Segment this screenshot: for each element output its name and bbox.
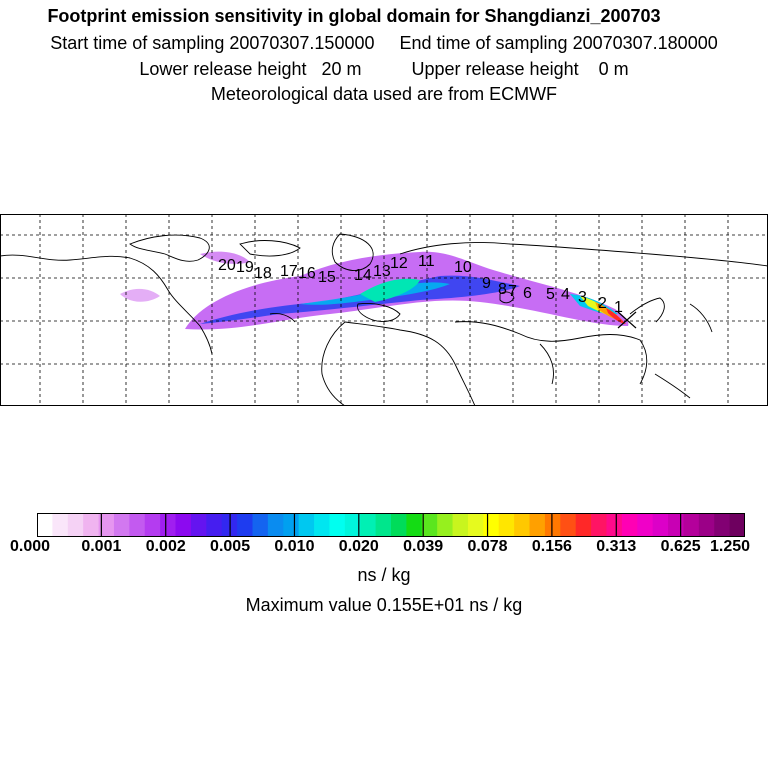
colorbar-swatch <box>514 513 531 537</box>
colorbar-tick-label: 0.078 <box>467 538 508 555</box>
release-height-line: Lower release height 20 m Upper release … <box>139 59 629 79</box>
coastlines <box>0 233 768 406</box>
day-label-12: 12 <box>390 255 408 272</box>
sensitivity-plume <box>120 251 629 330</box>
colorbar-swatch <box>637 513 654 537</box>
colorbar-swatch <box>252 513 269 537</box>
day-label-11: 11 <box>418 253 435 270</box>
colorbar <box>37 513 745 537</box>
colorbar-swatch <box>52 513 69 537</box>
colorbar-swatch <box>175 513 192 537</box>
day-label-13: 13 <box>373 263 391 280</box>
day-label-17: 17 <box>280 263 298 280</box>
colorbar-swatch <box>452 513 469 537</box>
colorbar-swatch <box>129 513 146 537</box>
colorbar-swatch <box>283 513 300 537</box>
colorbar-swatch <box>267 513 284 537</box>
colorbar-swatch <box>668 513 684 537</box>
colorbar-tick-label: 0.625 <box>660 538 701 555</box>
sampling-time-line: Start time of sampling 20070307.150000 E… <box>50 33 718 53</box>
day-label-20: 20 <box>218 257 236 274</box>
colorbar-swatch <box>237 513 253 537</box>
colorbar-swatch <box>190 513 207 537</box>
day-label-15: 15 <box>318 269 336 286</box>
colorbar-swatch <box>360 513 377 537</box>
colorbar-tick-label: 0.010 <box>274 538 315 555</box>
colorbar-swatch <box>483 513 500 537</box>
day-label-6: 6 <box>523 285 532 302</box>
colorbar-swatch <box>67 513 84 537</box>
x-marker-icon <box>617 311 637 329</box>
colorbar-tick-label: 0.000 <box>9 538 51 555</box>
colorbar-swatch <box>421 513 438 537</box>
day-label-1: 1 <box>614 299 623 316</box>
colorbar-swatch <box>37 513 53 537</box>
colorbar-swatch <box>206 513 223 537</box>
colorbar-swatch <box>391 513 407 537</box>
day-label-9: 9 <box>482 275 491 292</box>
day-label-10: 10 <box>454 259 472 276</box>
colorbar-swatch <box>160 513 177 537</box>
colorbar-tick-label: 0.156 <box>531 538 572 555</box>
colorbar-unit-label: ns / kg <box>357 565 411 585</box>
day-label-19: 19 <box>236 259 254 276</box>
colorbar-swatch <box>298 513 315 537</box>
colorbar-swatch <box>575 513 592 537</box>
colorbar-swatch <box>467 513 484 537</box>
colorbar-swatch <box>144 513 161 537</box>
colorbar-tick-label: 0.005 <box>210 538 251 555</box>
colorbar-swatch <box>98 513 115 537</box>
colorbar-swatch <box>83 513 100 537</box>
colorbar-tick-label: 0.039 <box>403 538 444 555</box>
maximum-value-text: Maximum value 0.155E+01 ns / kg <box>245 595 523 615</box>
day-label-18: 18 <box>254 265 272 282</box>
colorbar-tick-label: 1.250 <box>709 538 751 555</box>
colorbar-swatch <box>375 513 392 537</box>
colorbar-tick-label: 0.001 <box>81 538 122 555</box>
colorbar-swatch <box>437 513 454 537</box>
colorbar-swatch <box>621 513 638 537</box>
day-label-8: 8 <box>498 281 507 298</box>
day-label-2: 2 <box>598 295 607 312</box>
colorbar-swatch <box>498 513 515 537</box>
colorbar-swatch <box>714 513 731 537</box>
footprint-map: 1 2 3 4 5 6 7 8 9 10 11 12 13 14 15 16 1… <box>0 214 768 406</box>
day-label-4: 4 <box>561 286 570 303</box>
colorbar-swatch <box>113 513 130 537</box>
colorbar-tick-label: 0.313 <box>596 538 637 555</box>
lat-lon-grid <box>0 214 768 406</box>
colorbar-swatch <box>652 513 669 537</box>
day-label-16: 16 <box>298 265 316 282</box>
colorbar-swatch <box>344 513 361 537</box>
day-label-7: 7 <box>508 283 517 300</box>
colorbar-swatch <box>560 513 577 537</box>
meteo-source-line: Meteorological data used are from ECMWF <box>210 84 558 104</box>
trajectory-day-labels: 1 2 3 4 5 6 7 8 9 10 11 12 13 14 15 16 1… <box>218 253 623 316</box>
colorbar-swatch <box>329 513 346 537</box>
colorbar-swatch <box>591 513 607 537</box>
colorbar-swatch <box>606 513 623 537</box>
plot-title: Footprint emission sensitivity in global… <box>47 6 661 26</box>
colorbar-tick-label: 0.020 <box>338 538 379 555</box>
colorbar-swatch <box>729 513 745 537</box>
colorbar-swatch <box>683 513 700 537</box>
day-label-3: 3 <box>578 289 587 306</box>
colorbar-border <box>37 513 745 537</box>
colorbar-swatch <box>529 513 546 537</box>
colorbar-swatch <box>544 513 561 537</box>
day-label-5: 5 <box>546 286 555 303</box>
day-label-14: 14 <box>354 267 372 284</box>
colorbar-swatch <box>698 513 715 537</box>
colorbar-swatch <box>314 513 330 537</box>
colorbar-tick-label: 0.002 <box>145 538 186 555</box>
colorbar-swatch <box>406 513 423 537</box>
